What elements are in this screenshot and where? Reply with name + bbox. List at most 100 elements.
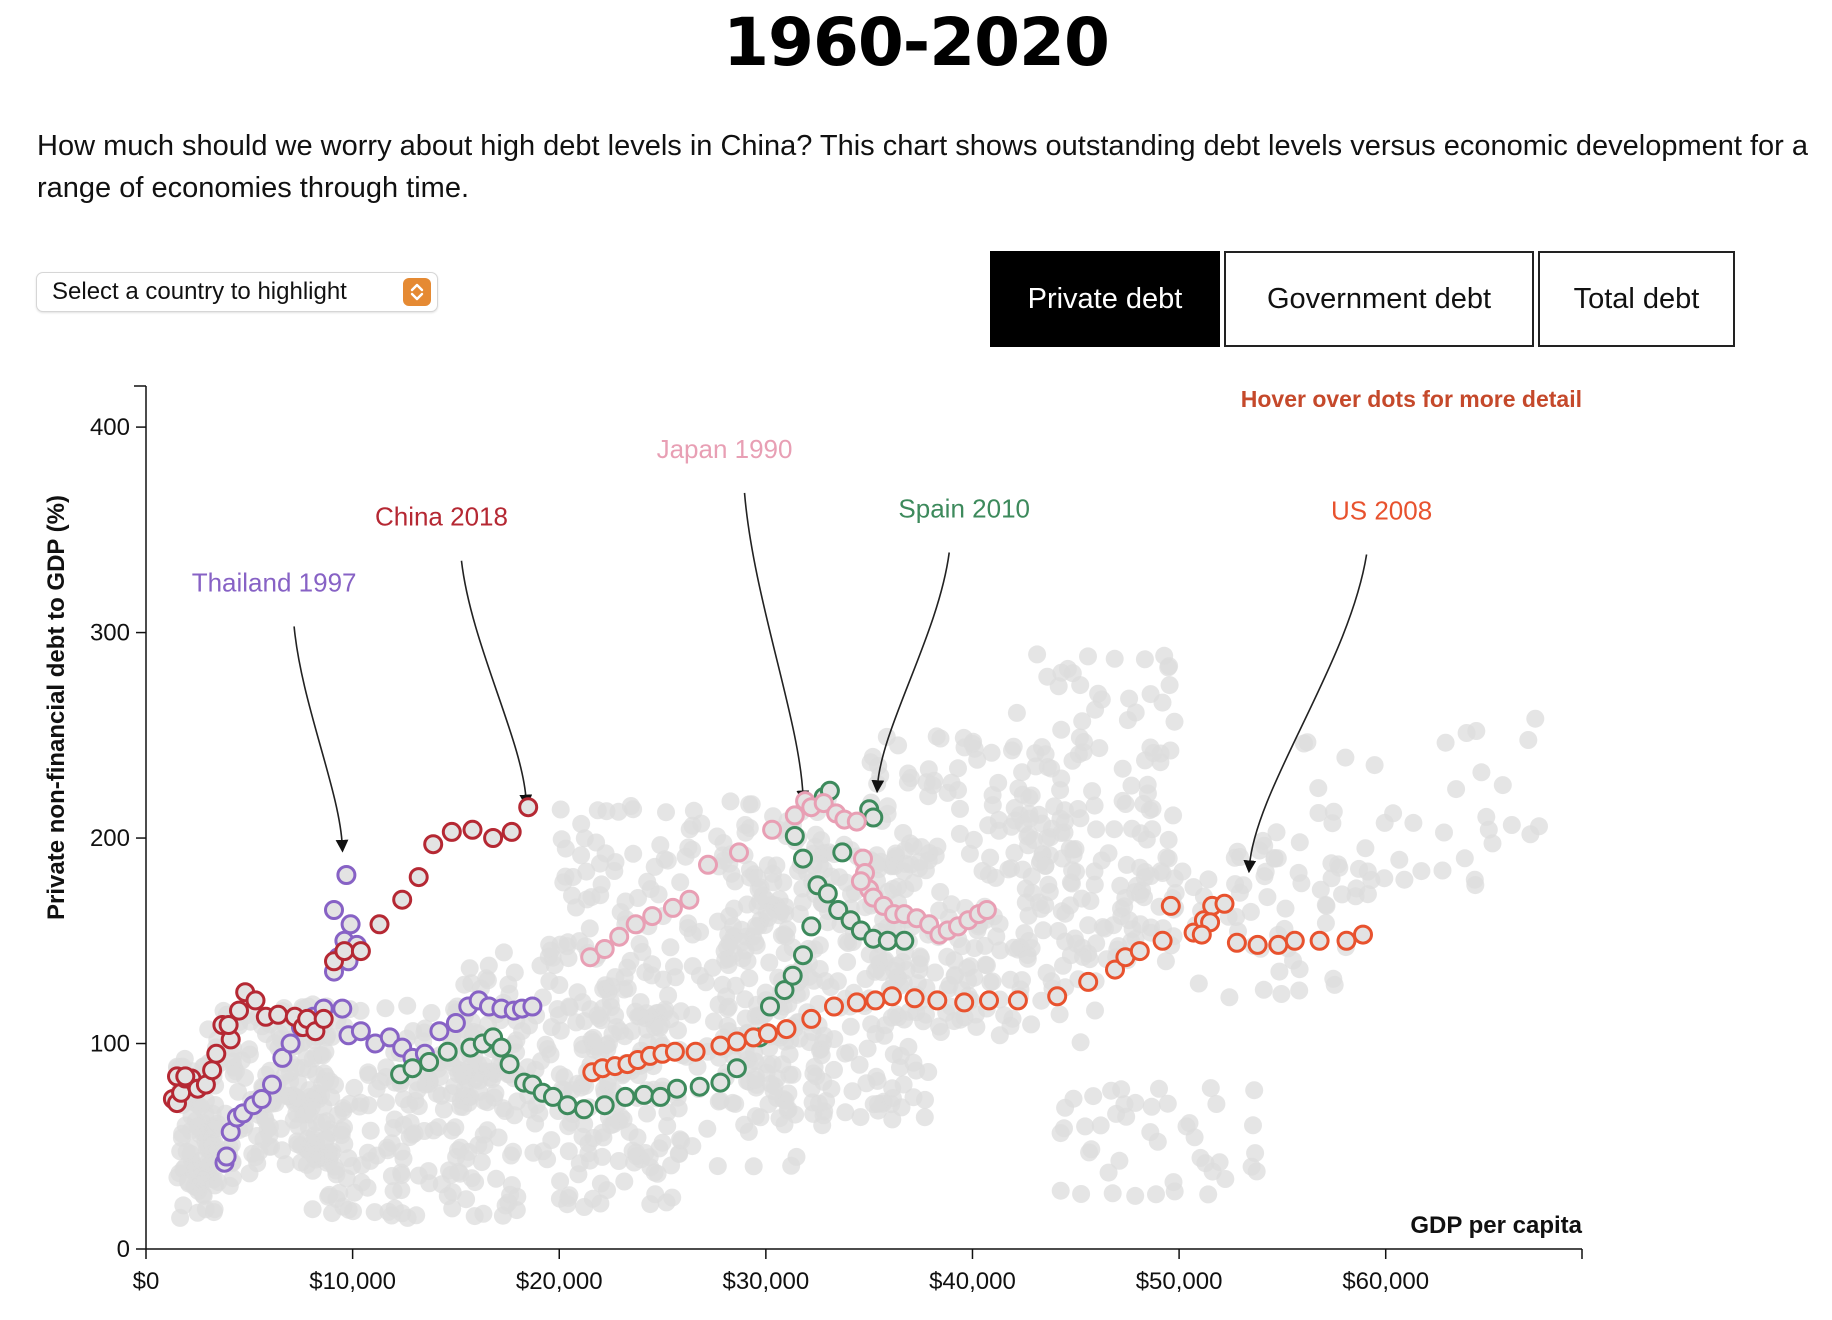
background-dot[interactable] (1207, 1095, 1226, 1113)
background-dot[interactable] (1164, 1173, 1183, 1192)
background-dot[interactable] (945, 951, 964, 970)
background-dot[interactable] (1323, 814, 1342, 833)
data-point-china[interactable] (392, 889, 413, 910)
background-dot[interactable] (696, 973, 715, 992)
background-dot[interactable] (930, 1017, 949, 1036)
data-point-japan[interactable] (784, 805, 805, 826)
background-dot[interactable] (563, 1081, 582, 1100)
data-point-spain[interactable] (817, 883, 838, 904)
background-dot[interactable] (802, 1079, 821, 1098)
background-dot[interactable] (719, 956, 738, 974)
background-dot[interactable] (376, 999, 395, 1018)
background-dot[interactable] (1137, 830, 1156, 849)
background-dot[interactable] (746, 1070, 765, 1089)
background-dot[interactable] (723, 1093, 742, 1112)
background-dot[interactable] (1082, 1140, 1101, 1159)
background-dot[interactable] (1115, 897, 1134, 916)
background-dot[interactable] (1135, 888, 1153, 907)
background-dot[interactable] (457, 1149, 476, 1168)
background-dot[interactable] (1156, 952, 1175, 971)
background-dot[interactable] (451, 1097, 470, 1116)
data-point-japan[interactable] (625, 914, 646, 935)
background-dot[interactable] (1201, 1079, 1220, 1098)
data-point-japan[interactable] (580, 947, 601, 968)
background-dot[interactable] (658, 1103, 677, 1122)
background-dot[interactable] (982, 743, 1001, 762)
data-point-spain[interactable] (782, 965, 803, 986)
background-dot[interactable] (671, 1130, 689, 1149)
background-dot[interactable] (594, 980, 613, 999)
background-dot[interactable] (1265, 849, 1284, 867)
data-point-us[interactable] (710, 1035, 731, 1056)
background-dot[interactable] (472, 1153, 491, 1172)
data-point-spain[interactable] (710, 1072, 731, 1093)
background-dot[interactable] (669, 1021, 687, 1040)
data-point-china[interactable] (350, 941, 371, 962)
background-dot[interactable] (965, 968, 984, 987)
data-point-china[interactable] (462, 819, 483, 840)
data-point-china[interactable] (369, 914, 390, 935)
background-dot[interactable] (1245, 1081, 1264, 1100)
background-dot[interactable] (746, 917, 765, 935)
background-dot[interactable] (223, 1169, 242, 1188)
background-dot[interactable] (1022, 1015, 1041, 1034)
background-dot[interactable] (1092, 851, 1111, 870)
background-dot[interactable] (474, 1204, 493, 1223)
data-point-spain[interactable] (667, 1078, 687, 1099)
background-dot[interactable] (618, 979, 637, 998)
background-dot[interactable] (288, 1135, 307, 1154)
background-dot[interactable] (919, 1063, 938, 1081)
background-dot[interactable] (863, 747, 882, 766)
background-dot[interactable] (1375, 869, 1394, 888)
data-point-us[interactable] (954, 992, 975, 1013)
background-dot[interactable] (1072, 1185, 1091, 1203)
background-dot[interactable] (229, 1082, 248, 1101)
background-dot[interactable] (810, 855, 829, 874)
data-point-us[interactable] (726, 1031, 747, 1052)
background-dot[interactable] (1290, 833, 1309, 852)
data-point-china[interactable] (501, 821, 522, 842)
data-point-us[interactable] (1214, 893, 1235, 914)
background-dot[interactable] (963, 734, 982, 753)
background-dot[interactable] (657, 803, 675, 822)
background-dot[interactable] (758, 856, 777, 875)
background-dot[interactable] (684, 801, 703, 820)
background-dot[interactable] (504, 1142, 522, 1161)
background-dot[interactable] (289, 1117, 308, 1136)
background-dot[interactable] (1477, 807, 1496, 826)
data-point-thailand[interactable] (350, 1021, 371, 1042)
background-dot[interactable] (607, 1018, 626, 1037)
background-dot[interactable] (1150, 1079, 1168, 1098)
background-dot[interactable] (313, 1113, 332, 1132)
background-dot[interactable] (1065, 929, 1084, 948)
background-dot[interactable] (558, 933, 577, 952)
background-dot[interactable] (276, 1155, 295, 1174)
background-dot[interactable] (530, 1104, 549, 1123)
background-dot[interactable] (449, 1065, 468, 1084)
background-dot[interactable] (839, 934, 858, 952)
background-dot[interactable] (1244, 1116, 1262, 1135)
background-dot[interactable] (449, 1162, 468, 1181)
background-dot[interactable] (1358, 862, 1377, 881)
background-dot[interactable] (1007, 703, 1026, 722)
background-dot[interactable] (904, 874, 923, 892)
background-dot[interactable] (1435, 823, 1453, 842)
data-point-thailand[interactable] (336, 865, 357, 885)
background-dot[interactable] (850, 1055, 869, 1074)
background-dot[interactable] (616, 892, 635, 911)
background-dot[interactable] (656, 1000, 675, 1019)
data-point-us[interactable] (881, 986, 902, 1007)
background-dot[interactable] (405, 1124, 424, 1143)
background-dot[interactable] (579, 1144, 598, 1163)
background-dot[interactable] (671, 873, 690, 892)
background-dot[interactable] (240, 1040, 259, 1059)
background-dot[interactable] (825, 1060, 843, 1079)
background-dot[interactable] (1013, 763, 1032, 782)
background-dot[interactable] (1258, 888, 1277, 907)
background-dot[interactable] (1076, 1117, 1095, 1136)
tab-private-debt[interactable]: Private debt (990, 251, 1220, 347)
background-dot[interactable] (683, 1005, 702, 1024)
background-dot[interactable] (1075, 733, 1093, 751)
data-point-china[interactable] (313, 1008, 334, 1029)
background-dot[interactable] (582, 888, 601, 907)
